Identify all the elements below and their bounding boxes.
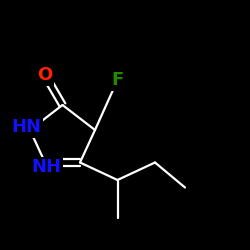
Text: F: F: [112, 71, 124, 89]
Text: NH: NH: [31, 158, 61, 176]
Text: O: O: [38, 66, 52, 84]
Text: HN: HN: [11, 118, 41, 136]
